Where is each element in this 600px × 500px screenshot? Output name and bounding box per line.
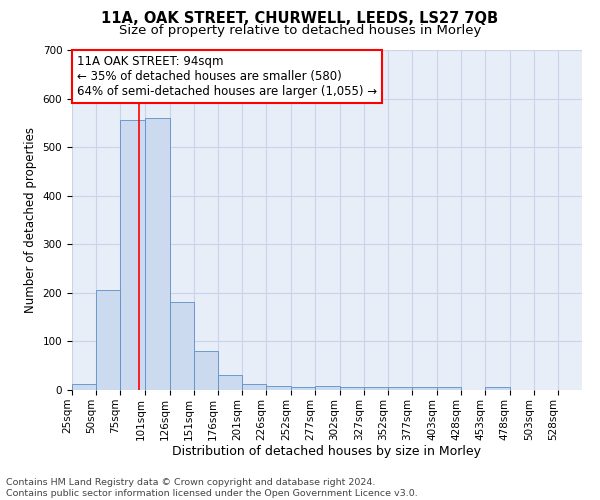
Text: 11A, OAK STREET, CHURWELL, LEEDS, LS27 7QB: 11A, OAK STREET, CHURWELL, LEEDS, LS27 7… <box>101 11 499 26</box>
Bar <box>412 387 437 390</box>
Bar <box>72 384 96 390</box>
Text: Size of property relative to detached houses in Morley: Size of property relative to detached ho… <box>119 24 481 37</box>
Bar <box>242 384 266 390</box>
Y-axis label: Number of detached properties: Number of detached properties <box>24 127 37 313</box>
Text: 11A OAK STREET: 94sqm
← 35% of detached houses are smaller (580)
64% of semi-det: 11A OAK STREET: 94sqm ← 35% of detached … <box>77 55 377 98</box>
Bar <box>316 386 340 390</box>
Bar <box>170 302 194 390</box>
Bar <box>340 386 364 390</box>
Bar <box>266 386 291 390</box>
Text: Contains HM Land Registry data © Crown copyright and database right 2024.
Contai: Contains HM Land Registry data © Crown c… <box>6 478 418 498</box>
Bar <box>291 387 316 390</box>
Bar <box>218 376 242 390</box>
Bar <box>145 118 170 390</box>
Bar <box>388 387 412 390</box>
Bar <box>485 386 509 390</box>
Bar <box>120 120 145 390</box>
Bar <box>364 386 388 390</box>
Bar <box>194 351 218 390</box>
X-axis label: Distribution of detached houses by size in Morley: Distribution of detached houses by size … <box>173 446 482 458</box>
Bar <box>437 387 461 390</box>
Bar <box>96 290 120 390</box>
